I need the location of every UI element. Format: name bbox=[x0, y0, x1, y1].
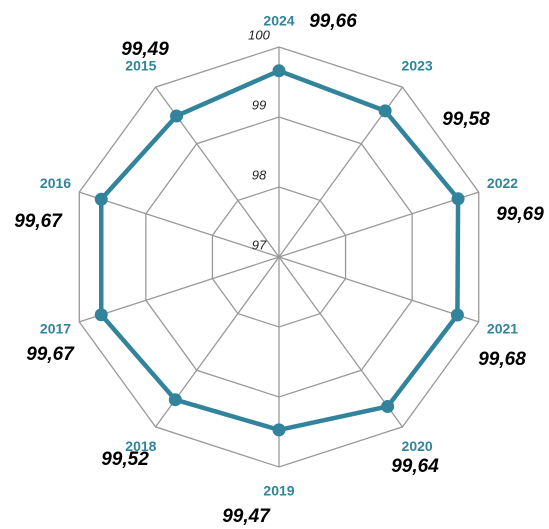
value-label: 99,67 bbox=[14, 211, 63, 232]
data-point bbox=[170, 109, 184, 123]
category-label: 2015 bbox=[125, 58, 156, 74]
category-label: 2022 bbox=[487, 175, 518, 191]
category-label: 2016 bbox=[40, 175, 71, 191]
data-point bbox=[272, 64, 286, 78]
data-point bbox=[272, 423, 286, 437]
category-label: 2023 bbox=[402, 58, 433, 74]
data-point bbox=[381, 400, 395, 414]
tick-label: 99 bbox=[252, 97, 266, 112]
value-label: 99,67 bbox=[26, 344, 75, 365]
value-label: 99,52 bbox=[101, 449, 149, 470]
value-label: 99,68 bbox=[478, 349, 526, 370]
value-label: 99,66 bbox=[309, 11, 357, 32]
value-label: 99,69 bbox=[496, 204, 544, 225]
data-point bbox=[378, 104, 392, 118]
category-label: 2018 bbox=[125, 438, 156, 454]
spoke bbox=[79, 256, 280, 323]
value-label: 99,47 bbox=[222, 506, 271, 527]
spoke bbox=[79, 191, 280, 258]
spoke bbox=[278, 256, 479, 323]
data-point bbox=[168, 393, 182, 407]
data-point bbox=[94, 308, 108, 322]
value-label: 99,64 bbox=[391, 456, 439, 477]
series-line bbox=[98, 68, 461, 433]
spoke bbox=[278, 256, 403, 428]
spoke bbox=[278, 191, 479, 258]
data-point bbox=[94, 192, 108, 206]
value-label: 99,58 bbox=[442, 109, 490, 130]
category-label: 2024 bbox=[263, 13, 294, 29]
category-label: 2021 bbox=[487, 320, 518, 336]
tick-label: 100 bbox=[248, 27, 270, 42]
tick-label: 97 bbox=[252, 237, 267, 252]
tick-label: 98 bbox=[252, 167, 267, 182]
value-label: 99,49 bbox=[121, 39, 169, 60]
category-label: 2020 bbox=[402, 438, 433, 454]
category-label: 2017 bbox=[40, 320, 71, 336]
data-point bbox=[450, 308, 464, 322]
category-label: 2019 bbox=[263, 483, 294, 499]
data-point bbox=[451, 192, 465, 206]
